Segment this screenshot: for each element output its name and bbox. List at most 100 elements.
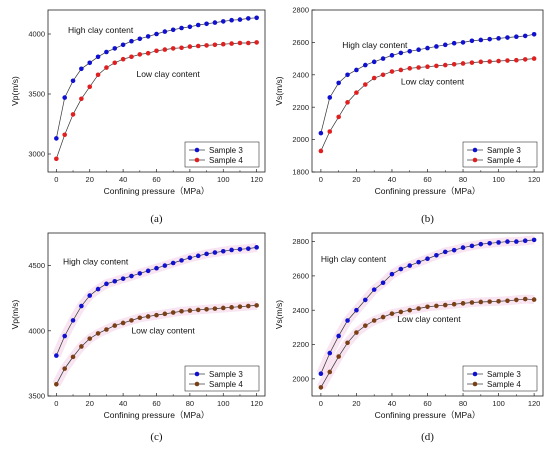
- data-point: [514, 34, 519, 40]
- data-point: [425, 45, 430, 51]
- data-point: [79, 303, 84, 309]
- data-point: [104, 49, 109, 55]
- data-point: [451, 247, 457, 253]
- data-point: [70, 354, 76, 360]
- data-point: [129, 318, 134, 323]
- x-tick-label: 0: [54, 175, 58, 184]
- data-point: [469, 38, 475, 44]
- x-axis-label: Confining pressure（MPa）: [104, 186, 210, 196]
- data-point: [371, 59, 377, 65]
- data-point: [469, 60, 475, 65]
- data-point: [327, 369, 333, 375]
- data-point: [407, 66, 413, 71]
- data-point: [187, 308, 193, 313]
- data-point: [469, 300, 475, 305]
- data-point: [195, 43, 201, 49]
- data-point: [442, 302, 448, 308]
- data-point: [212, 42, 218, 48]
- data-point: [398, 50, 404, 56]
- data-point: [187, 44, 193, 49]
- x-tick-label: 80: [459, 175, 467, 184]
- panel-caption: (c): [150, 431, 163, 443]
- data-point: [451, 40, 457, 46]
- data-point: [129, 273, 134, 279]
- data-point: [478, 37, 484, 43]
- x-tick-label: 0: [319, 399, 323, 408]
- data-point: [112, 278, 118, 284]
- data-point: [229, 247, 234, 253]
- data-point: [137, 315, 143, 321]
- legend-label: Sample 3: [209, 146, 243, 155]
- data-point: [170, 310, 176, 315]
- data-point: [407, 49, 413, 54]
- data-point: [154, 312, 159, 318]
- y-axis-label: Vs(m/s): [274, 76, 284, 105]
- annotation-label: Low clay content: [131, 325, 195, 335]
- data-point: [162, 311, 168, 317]
- y-tick-label: 3500: [28, 90, 45, 99]
- data-point: [416, 259, 421, 265]
- x-tick-label: 120: [250, 175, 263, 184]
- data-point: [505, 239, 510, 244]
- data-point: [212, 20, 218, 25]
- data-point: [62, 132, 67, 138]
- series-line-sample-4: [320, 58, 535, 152]
- chart-panel-a: 0 20 40 60 80 100 120 3000 3500 4000 Confining pre…: [10, 9, 266, 225]
- data-point: [229, 305, 234, 310]
- x-tick-label: 120: [250, 399, 263, 408]
- data-point: [451, 61, 457, 67]
- data-point: [371, 287, 377, 292]
- data-point: [469, 243, 475, 249]
- x-tick-label: 120: [528, 399, 541, 408]
- data-point: [531, 237, 537, 243]
- data-point: [154, 31, 159, 37]
- y-tick-label: 4000: [28, 30, 45, 39]
- data-point: [487, 240, 492, 246]
- data-point: [87, 293, 93, 298]
- x-tick-label: 20: [352, 399, 360, 408]
- x-tick-label: 100: [217, 399, 230, 408]
- data-point: [220, 41, 226, 47]
- data-point: [487, 36, 492, 42]
- data-point: [442, 42, 448, 48]
- annotation-label: High clay content: [63, 256, 129, 266]
- y-axis-label: Vp(m/s): [10, 76, 20, 106]
- data-point: [104, 281, 109, 287]
- data-point: [137, 271, 143, 276]
- data-point: [112, 60, 118, 66]
- data-point: [451, 301, 457, 307]
- y-tick-label: 1800: [292, 168, 309, 177]
- data-point: [154, 48, 159, 54]
- data-point: [204, 21, 209, 27]
- data-point: [145, 34, 151, 39]
- data-point: [162, 263, 168, 268]
- legend-marker: [472, 157, 478, 163]
- data-point: [380, 280, 386, 286]
- data-point: [237, 40, 243, 46]
- data-point: [380, 314, 386, 320]
- data-point: [318, 371, 324, 376]
- data-point: [120, 320, 126, 326]
- y-tick-label: 2200: [292, 103, 309, 112]
- data-point: [522, 33, 528, 39]
- data-point: [327, 95, 333, 100]
- data-point: [145, 50, 151, 56]
- data-point: [237, 247, 243, 252]
- y-axis-label: Vs(m/s): [274, 300, 284, 329]
- data-point: [70, 78, 76, 84]
- legend-label: Sample 4: [209, 380, 243, 389]
- data-point: [327, 350, 333, 356]
- data-point: [514, 239, 519, 244]
- data-point: [212, 250, 218, 255]
- data-point: [478, 59, 484, 65]
- legend-marker: [194, 157, 200, 163]
- data-point: [460, 245, 466, 250]
- data-point: [434, 303, 439, 309]
- data-point: [496, 36, 501, 41]
- data-point: [478, 241, 484, 247]
- data-point: [70, 112, 76, 117]
- data-point: [145, 314, 151, 319]
- data-point: [62, 95, 67, 100]
- data-point: [425, 64, 430, 69]
